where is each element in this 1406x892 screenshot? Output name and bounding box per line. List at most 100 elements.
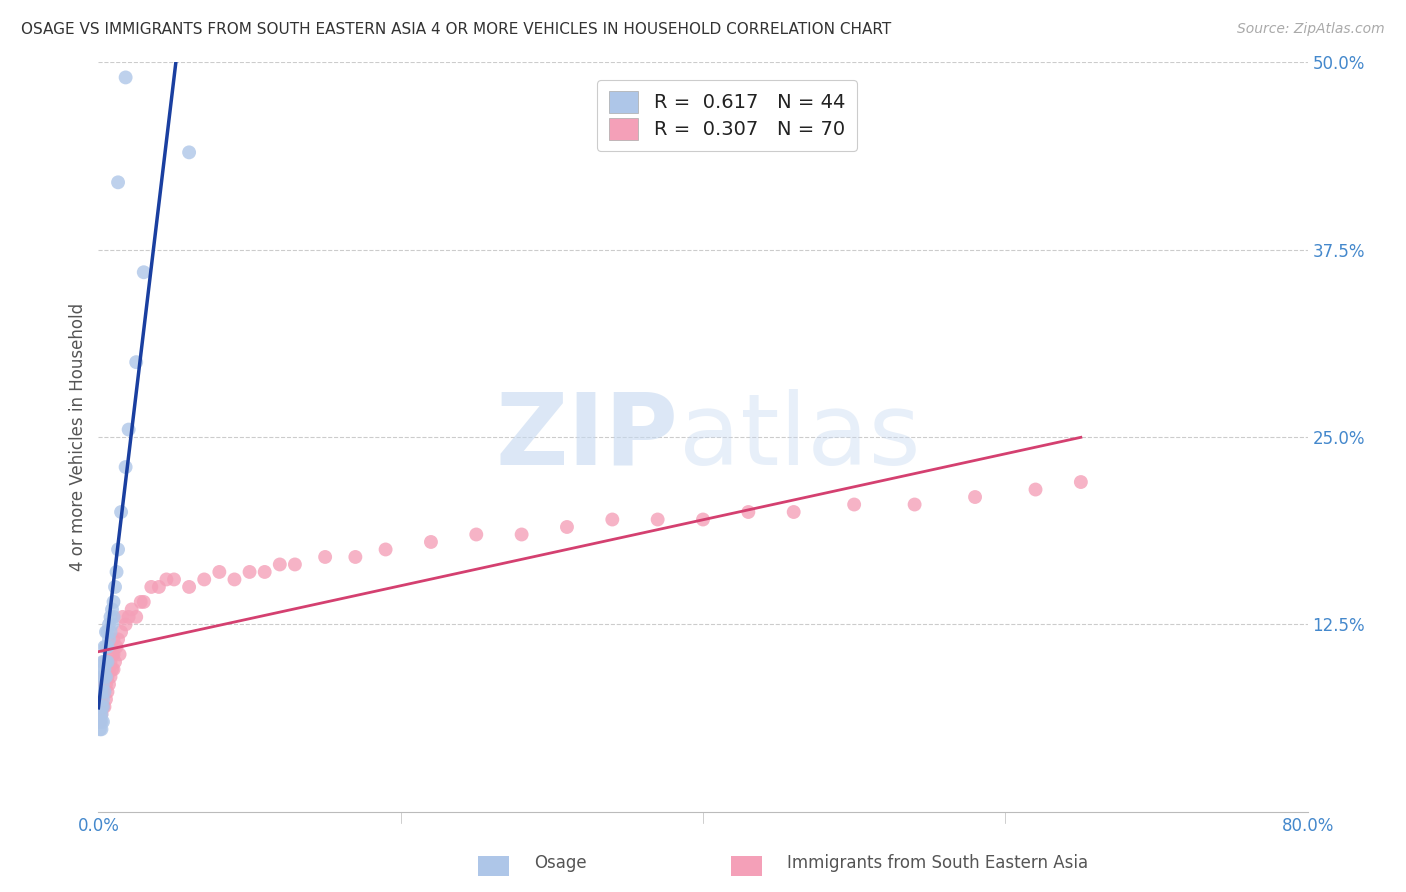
Point bbox=[100, 610, 122, 624]
Point bbox=[90, 692, 112, 706]
Point bbox=[91, 685, 114, 699]
Point bbox=[91, 655, 114, 669]
Point bbox=[103, 610, 125, 624]
Point bbox=[193, 573, 215, 587]
Point bbox=[121, 602, 143, 616]
Point bbox=[239, 565, 262, 579]
Point bbox=[284, 558, 307, 572]
Text: OSAGE VS IMMIGRANTS FROM SOUTH EASTERN ASIA 4 OR MORE VEHICLES IN HOUSEHOLD CORR: OSAGE VS IMMIGRANTS FROM SOUTH EASTERN A… bbox=[21, 22, 891, 37]
Point bbox=[783, 505, 806, 519]
Point bbox=[94, 670, 117, 684]
Point bbox=[155, 573, 177, 587]
Point bbox=[90, 707, 112, 722]
Point bbox=[105, 565, 128, 579]
Point bbox=[90, 723, 112, 737]
Point bbox=[93, 685, 115, 699]
Point bbox=[89, 714, 111, 729]
Point bbox=[129, 595, 152, 609]
Point bbox=[104, 655, 127, 669]
Point bbox=[98, 677, 121, 691]
Point bbox=[91, 714, 114, 729]
Point bbox=[101, 648, 124, 662]
Point bbox=[107, 632, 129, 647]
Point bbox=[89, 707, 111, 722]
Point bbox=[94, 624, 117, 639]
Point bbox=[132, 595, 155, 609]
Point bbox=[98, 632, 121, 647]
Point bbox=[91, 699, 114, 714]
Point bbox=[90, 685, 112, 699]
Point bbox=[110, 505, 132, 519]
Point bbox=[98, 617, 121, 632]
Point bbox=[101, 662, 124, 676]
Point bbox=[344, 549, 367, 564]
Point bbox=[93, 640, 115, 654]
Point bbox=[91, 677, 114, 691]
Point bbox=[93, 699, 115, 714]
Y-axis label: 4 or more Vehicles in Household: 4 or more Vehicles in Household bbox=[69, 303, 87, 571]
Point bbox=[1024, 483, 1046, 497]
Point bbox=[93, 670, 115, 684]
Point bbox=[100, 640, 122, 654]
Point bbox=[89, 723, 111, 737]
Point bbox=[224, 573, 246, 587]
Point bbox=[90, 699, 112, 714]
Text: Osage: Osage bbox=[534, 855, 586, 872]
Point bbox=[965, 490, 987, 504]
Point bbox=[114, 460, 136, 475]
Text: ZIP: ZIP bbox=[496, 389, 679, 485]
Point bbox=[91, 670, 114, 684]
Point bbox=[314, 549, 336, 564]
Point bbox=[1070, 475, 1092, 489]
Point bbox=[141, 580, 163, 594]
Point bbox=[91, 699, 114, 714]
Point bbox=[91, 692, 114, 706]
Point bbox=[510, 527, 533, 541]
Point bbox=[125, 610, 148, 624]
Point bbox=[94, 692, 117, 706]
Point bbox=[89, 699, 111, 714]
Point bbox=[93, 685, 115, 699]
Point bbox=[90, 714, 112, 729]
Point bbox=[647, 512, 669, 526]
Point bbox=[90, 707, 112, 722]
Point bbox=[107, 542, 129, 557]
Point bbox=[114, 617, 136, 632]
Point bbox=[104, 580, 127, 594]
Text: Source: ZipAtlas.com: Source: ZipAtlas.com bbox=[1237, 22, 1385, 37]
Point bbox=[108, 648, 131, 662]
Legend: R =  0.617   N = 44, R =  0.307   N = 70: R = 0.617 N = 44, R = 0.307 N = 70 bbox=[598, 79, 856, 152]
Point bbox=[89, 685, 111, 699]
Point bbox=[100, 670, 122, 684]
Point bbox=[253, 565, 276, 579]
Point bbox=[89, 714, 111, 729]
Point bbox=[118, 423, 141, 437]
Point bbox=[91, 662, 114, 676]
Point bbox=[96, 655, 118, 669]
Point bbox=[179, 145, 201, 160]
Point bbox=[179, 580, 201, 594]
Point bbox=[737, 505, 759, 519]
Point bbox=[163, 573, 186, 587]
Point bbox=[90, 677, 112, 691]
Point bbox=[111, 610, 134, 624]
Point bbox=[125, 355, 148, 369]
Point bbox=[844, 498, 866, 512]
Point bbox=[105, 640, 128, 654]
Point bbox=[692, 512, 714, 526]
Point bbox=[91, 670, 114, 684]
Point bbox=[148, 580, 170, 594]
Point bbox=[94, 655, 117, 669]
Point bbox=[93, 670, 115, 684]
Point bbox=[96, 655, 118, 669]
Point bbox=[98, 662, 121, 676]
Point bbox=[103, 595, 125, 609]
Point bbox=[114, 70, 136, 85]
Point bbox=[101, 602, 124, 616]
Point bbox=[904, 498, 927, 512]
Point bbox=[602, 512, 624, 526]
Point bbox=[103, 648, 125, 662]
Point bbox=[94, 640, 117, 654]
Point bbox=[96, 670, 118, 684]
Point bbox=[100, 655, 122, 669]
